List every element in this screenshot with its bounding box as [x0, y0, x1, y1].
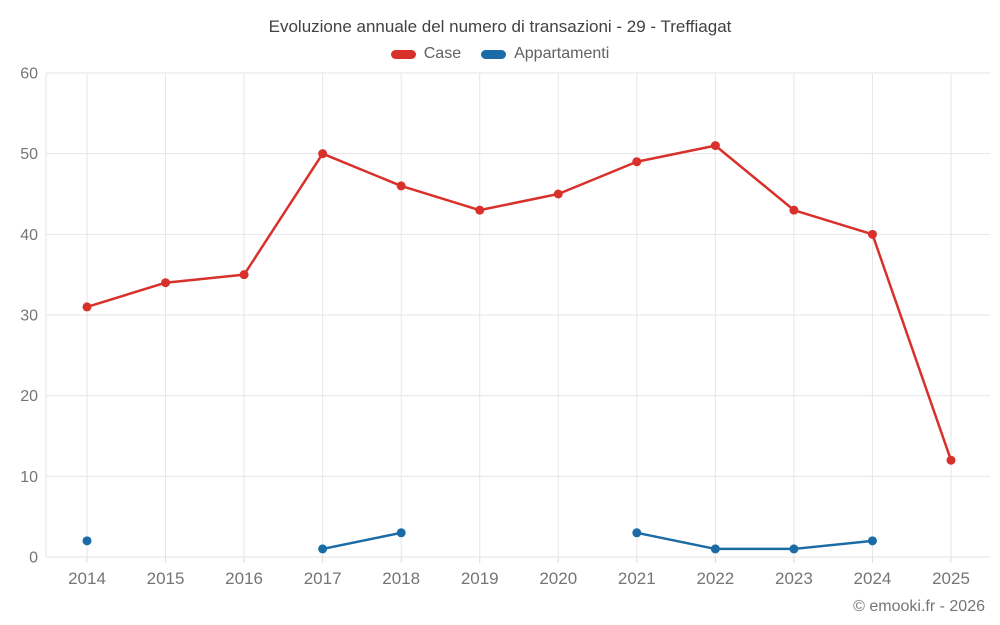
- x-axis-tick-label: 2018: [382, 569, 420, 588]
- x-axis-tick-label: 2016: [225, 569, 263, 588]
- legend-label-case: Case: [423, 45, 462, 62]
- data-point-case[interactable]: [710, 141, 720, 151]
- legend-item-appartamenti[interactable]: Appartamenti: [481, 45, 609, 63]
- y-axis-tick-label: 30: [20, 308, 38, 325]
- data-point-case[interactable]: [161, 278, 171, 288]
- data-point-appartamenti[interactable]: [396, 528, 406, 538]
- x-axis-tick-label: 2022: [696, 569, 734, 588]
- data-point-appartamenti[interactable]: [710, 544, 720, 554]
- chart-title: Evoluzione annuale del numero di transaz…: [268, 17, 732, 36]
- legend-label-appartamenti: Appartamenti: [514, 45, 610, 62]
- data-point-case[interactable]: [475, 205, 485, 215]
- series-line-appartamenti: [321, 531, 403, 551]
- copyright-credit: © emooki.fr - 2026: [853, 598, 985, 615]
- x-axis-tick-label: 2024: [854, 569, 892, 588]
- y-axis-tick-label: 10: [20, 469, 38, 486]
- data-point-case[interactable]: [867, 229, 877, 239]
- data-point-case[interactable]: [946, 455, 956, 465]
- x-axis-tick-label: 2025: [932, 569, 970, 588]
- data-point-appartamenti[interactable]: [789, 544, 799, 554]
- data-point-case[interactable]: [789, 205, 799, 215]
- data-point-appartamenti[interactable]: [82, 536, 92, 546]
- y-axis-tick-label: 20: [20, 388, 38, 405]
- data-point-case[interactable]: [318, 149, 328, 159]
- x-axis-tick-label: 2017: [304, 569, 342, 588]
- data-point-case[interactable]: [632, 157, 642, 167]
- data-point-appartamenti[interactable]: [632, 528, 642, 538]
- legend-item-case[interactable]: Case: [390, 45, 462, 63]
- x-axis-tick-label: 2020: [539, 569, 577, 588]
- series-line-case: [85, 144, 953, 462]
- data-point-appartamenti[interactable]: [867, 536, 877, 546]
- data-point-case[interactable]: [396, 181, 406, 191]
- chart-legend: Case Appartamenti: [0, 45, 1000, 63]
- data-point-case[interactable]: [239, 270, 249, 280]
- x-axis-tick-label: 2015: [147, 569, 185, 588]
- data-point-appartamenti[interactable]: [318, 544, 328, 554]
- x-axis-tick-label: 2021: [618, 569, 656, 588]
- data-point-case[interactable]: [82, 302, 92, 312]
- series-line-appartamenti: [635, 531, 874, 551]
- x-axis-tick-label: 2019: [461, 569, 499, 588]
- y-axis-tick-label: 0: [29, 550, 38, 567]
- x-axis-tick-label: 2023: [775, 569, 813, 588]
- y-axis-tick-label: 50: [20, 146, 38, 163]
- y-axis-tick-label: 40: [20, 227, 38, 244]
- y-axis-tick-label: 60: [20, 66, 38, 83]
- x-axis-tick-label: 2014: [68, 569, 106, 588]
- case-series-swatch-icon: [390, 49, 416, 59]
- data-point-case[interactable]: [553, 189, 563, 199]
- appartamenti-series-swatch-icon: [481, 49, 507, 59]
